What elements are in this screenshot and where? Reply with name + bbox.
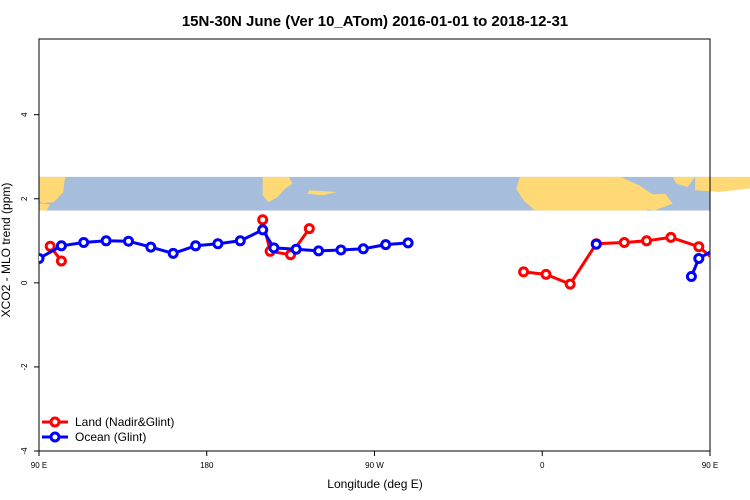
series-1-point-0-8 (212, 238, 224, 250)
land-shape-0 (39, 176, 66, 204)
series-1-point-0-0 (39, 253, 45, 264)
series-1-line-0 (39, 228, 409, 260)
x-tick-label-4: 90 E (702, 461, 718, 470)
x-tick-label-1: 180 (200, 461, 214, 470)
x-tick-label-2: 90 W (365, 461, 384, 470)
series-0-point-2-6 (665, 231, 677, 243)
series-1-point-0-9 (234, 235, 246, 247)
land-shape-3 (307, 190, 338, 196)
series-1-point-1-0 (590, 238, 602, 250)
series-1-point-0-4 (123, 235, 134, 247)
series-1-point-0-1 (55, 240, 67, 252)
series-1-point-0-16 (380, 239, 392, 251)
x-tick-label-0: 90 E (31, 461, 47, 470)
series-0-point-2-4 (618, 237, 630, 248)
series-1-point-0-3 (100, 235, 112, 247)
series-1-point-2-2 (717, 242, 725, 250)
series-1-point-0-13 (313, 245, 325, 257)
legend-label-1: Ocean (Glint) (75, 430, 146, 444)
series-0-point-1-0 (257, 214, 269, 226)
x-axis-label: Longitude (deg E) (327, 477, 422, 491)
land-shape-6 (672, 176, 696, 187)
series-0-point-2-8 (712, 257, 720, 265)
series-0-point-0-1 (55, 255, 67, 267)
series-0-point-0-0 (44, 240, 56, 252)
y-axis-label: XCO2 - MLO trend (ppm) (0, 183, 13, 318)
x-tick-label-3: 0 (540, 461, 545, 470)
legend-marker-0 (49, 416, 61, 428)
series-1-point-2-0 (685, 271, 697, 282)
legend-marker-1 (49, 431, 61, 443)
series-1-point-0-10 (257, 224, 269, 236)
y-tick-label-1: -2 (20, 363, 29, 371)
y-tick-label-0: -4 (20, 447, 29, 455)
y-tick-label-2: 0 (20, 280, 29, 285)
series-1-point-0-6 (167, 247, 179, 259)
series-0-point-2-2 (564, 278, 576, 290)
series-0-point-1-3 (303, 223, 315, 235)
legend-label-0: Land (Nadir&Glint) (75, 415, 174, 429)
series-1-point-0-15 (357, 243, 369, 255)
legend: Land (Nadir&Glint)Ocean (Glint) (42, 415, 174, 444)
series-1-point-0-11 (268, 242, 280, 254)
land-shape-1 (39, 203, 51, 211)
series-1-point-0-12 (290, 243, 302, 255)
series-1-point-0-17 (402, 237, 414, 249)
land-shape-7 (695, 176, 750, 192)
series-1 (39, 224, 748, 282)
y-tick-label-4: 4 (20, 112, 29, 117)
series-0-point-2-0 (518, 266, 530, 278)
series-0-point-2-7 (693, 241, 705, 253)
land-shape-5 (628, 193, 673, 211)
series-1-point-2-1 (693, 253, 705, 264)
chart-title: 15N-30N June (Ver 10_ATom) 2016-01-01 to… (182, 13, 568, 30)
land-shape-2 (262, 176, 293, 203)
series-0 (44, 214, 720, 290)
land-shape-4 (516, 176, 655, 211)
series-0-point-2-5 (641, 235, 653, 247)
series-1-point-0-7 (190, 240, 202, 252)
map-band (39, 176, 750, 211)
series-1-point-0-14 (335, 244, 347, 256)
series-1-point-0-2 (78, 237, 90, 248)
series-1-point-2-3 (740, 239, 748, 247)
y-tick-label-3: 2 (20, 196, 29, 201)
series-0-point-2-1 (540, 268, 552, 280)
series-1-point-0-5 (145, 241, 157, 253)
